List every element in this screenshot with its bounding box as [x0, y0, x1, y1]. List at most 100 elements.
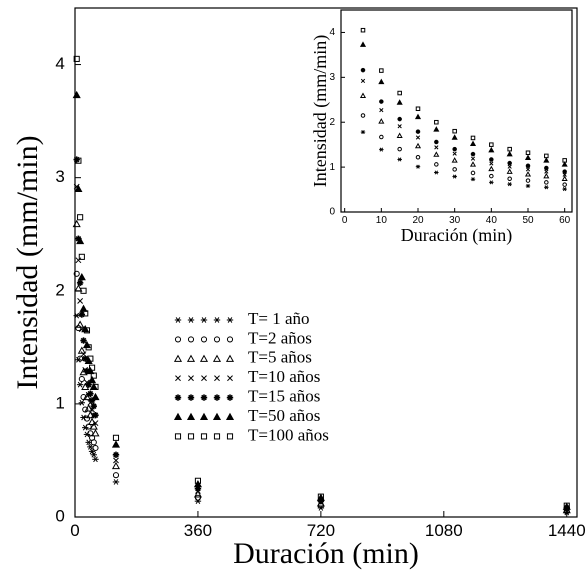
data-point — [76, 381, 84, 388]
data-point — [544, 185, 549, 190]
marker-shape — [317, 493, 324, 500]
marker-stroke — [489, 161, 494, 166]
marker-shape — [379, 68, 384, 73]
marker-stroke — [88, 444, 93, 450]
y-tick-label: 4 — [55, 54, 64, 73]
legend-label: T=2 años — [248, 328, 312, 347]
data-point — [507, 146, 512, 152]
marker-shape — [79, 304, 88, 312]
data-point — [397, 90, 402, 96]
y-tick-label: 2 — [55, 280, 64, 299]
x-tick-label: 60 — [559, 215, 571, 226]
data-point — [112, 451, 120, 458]
data-point — [82, 392, 92, 401]
data-point — [396, 132, 403, 138]
marker-shape — [433, 126, 440, 132]
data-point — [81, 325, 90, 333]
marker-shape — [186, 412, 196, 421]
marker-shape — [360, 113, 366, 118]
marker-stroke — [562, 169, 567, 174]
data-point — [378, 78, 385, 85]
data-point — [359, 41, 367, 47]
data-point — [83, 327, 91, 334]
x-tick-label: 360 — [184, 521, 212, 540]
marker-shape — [452, 167, 457, 172]
marker-stroke — [87, 390, 94, 397]
marker-shape — [74, 184, 83, 193]
data-point — [84, 356, 93, 364]
marker-stroke — [379, 99, 384, 104]
data-point — [80, 337, 87, 344]
marker-stroke — [201, 394, 207, 401]
legend-marker — [174, 336, 234, 343]
marker-shape — [212, 412, 222, 421]
data-point — [543, 172, 550, 179]
data-point — [415, 129, 421, 134]
data-point — [379, 68, 384, 73]
data-point — [415, 154, 421, 160]
data-point — [470, 156, 476, 161]
data-point — [397, 124, 402, 129]
data-point — [112, 434, 120, 441]
marker-shape — [543, 172, 550, 179]
data-point — [488, 165, 495, 172]
marker-stroke — [84, 368, 90, 374]
legend-label: T=50 años — [248, 406, 320, 425]
marker-shape — [83, 415, 91, 422]
data-point — [544, 169, 549, 174]
marker-stroke — [227, 394, 233, 401]
marker-shape — [78, 253, 85, 260]
marker-stroke — [195, 498, 201, 505]
marker-shape — [193, 490, 202, 498]
data-point — [562, 182, 567, 187]
marker-shape — [225, 412, 235, 421]
marker-shape — [91, 429, 100, 437]
marker-stroke — [92, 420, 99, 427]
marker-shape — [451, 134, 458, 140]
data-point — [378, 118, 385, 124]
marker-stroke — [76, 356, 81, 363]
marker-stroke — [415, 129, 421, 134]
data-point — [92, 456, 99, 463]
data-point — [360, 27, 366, 33]
marker-shape — [78, 375, 85, 383]
marker-shape — [213, 433, 221, 440]
data-point — [91, 392, 100, 401]
x-axis-label: Duración (min) — [233, 537, 419, 570]
data-point — [111, 440, 121, 448]
y-tick-label: 0 — [329, 207, 335, 218]
marker-stroke — [77, 381, 83, 388]
legend-label: T=100 años — [248, 425, 329, 444]
marker-shape — [92, 383, 99, 390]
data-point — [87, 355, 94, 362]
marker-shape — [186, 354, 196, 362]
data-point — [507, 176, 512, 182]
data-point — [77, 298, 84, 304]
marker-stroke — [360, 78, 366, 84]
data-point — [525, 183, 531, 189]
data-point — [379, 134, 384, 140]
y-tick-label: 0 — [55, 506, 64, 525]
data-point — [489, 142, 494, 147]
data-point — [77, 214, 84, 221]
marker-shape — [469, 161, 477, 167]
marker-shape — [434, 162, 439, 167]
data-point — [86, 366, 95, 375]
marker-shape — [82, 392, 92, 401]
marker-shape — [524, 154, 532, 160]
data-point — [78, 311, 86, 318]
marker-shape — [92, 444, 99, 452]
marker-shape — [83, 327, 91, 334]
marker-shape — [89, 422, 98, 430]
data-point — [92, 444, 99, 452]
data-point — [79, 304, 88, 312]
data-point — [507, 160, 512, 166]
marker-stroke — [361, 130, 365, 135]
data-point — [194, 494, 201, 501]
data-point — [193, 479, 202, 488]
marker-shape — [77, 272, 86, 281]
data-point — [415, 106, 421, 112]
marker-shape — [90, 372, 97, 379]
marker-stroke — [397, 116, 402, 122]
marker-stroke — [544, 185, 549, 190]
